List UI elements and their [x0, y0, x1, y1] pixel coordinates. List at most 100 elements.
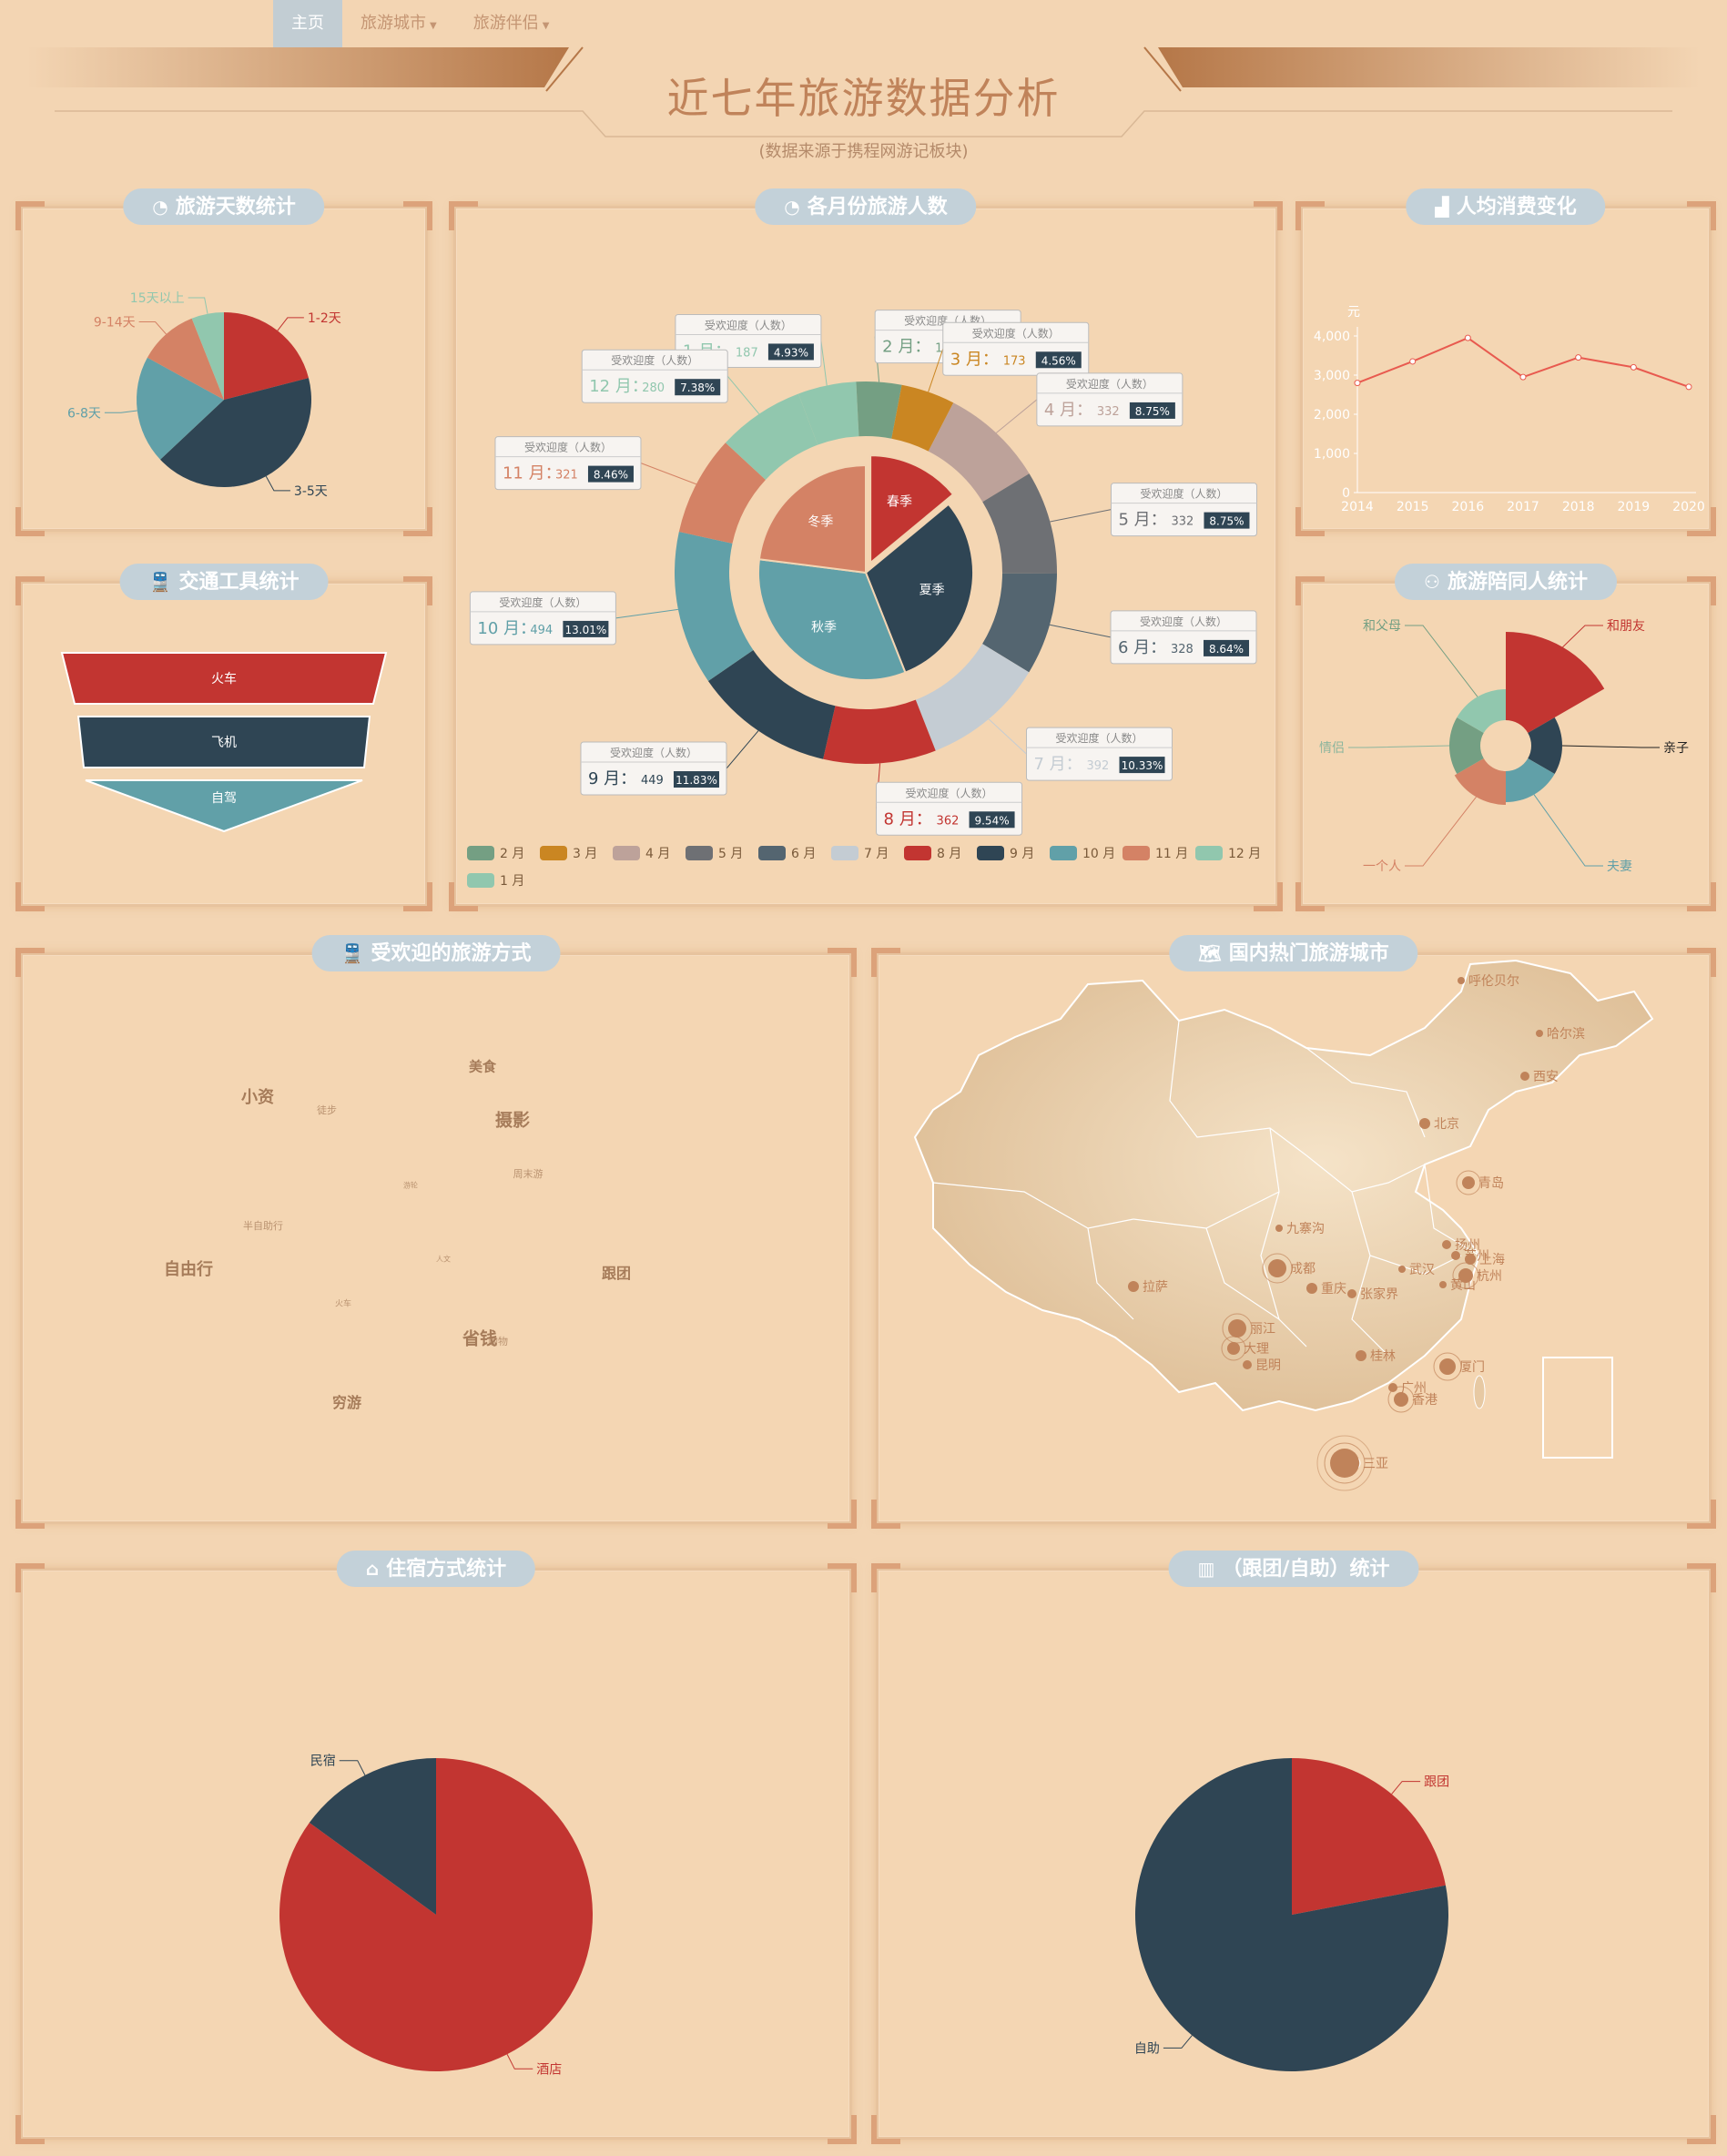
- city-dot: [1275, 1225, 1283, 1232]
- city-label: 昆明: [1255, 1358, 1281, 1373]
- transport-funnel-chart: 火车飞机自驾: [23, 584, 425, 904]
- city-dot: [1536, 1030, 1543, 1037]
- city-dot: [1347, 1289, 1356, 1298]
- days-pie-chart: 1-2天3-5天6-8天9-14天15天以上: [23, 208, 425, 529]
- slice-label: 和朋友: [1607, 619, 1645, 634]
- taiwan-island: [1474, 1376, 1485, 1409]
- tooltip-value: 328: [1171, 643, 1194, 656]
- tooltip-leader-line: [1050, 625, 1111, 637]
- label-leader-line: [105, 411, 137, 412]
- tooltip-month: 3 月：: [950, 350, 999, 369]
- tooltip-header: 受欢迎度（人数）: [705, 318, 792, 331]
- tooltip-percent: 9.54%: [974, 814, 1009, 827]
- word-cloud-word: 摄影: [495, 1107, 530, 1132]
- lodging-pie-chart: 酒店 民宿: [23, 1571, 849, 2137]
- city-label: 丽江: [1250, 1322, 1275, 1337]
- label-leader-line: [1392, 1782, 1420, 1795]
- legend-label: 10 月: [1082, 847, 1115, 861]
- city-dot: [1228, 1319, 1246, 1337]
- tooltip-value: 187: [736, 346, 758, 360]
- pie-icon: ◔: [152, 196, 168, 218]
- hotel-icon: ⌂: [366, 1558, 379, 1580]
- city-label: 北京: [1434, 1117, 1459, 1132]
- city-label: 大理: [1244, 1342, 1269, 1357]
- month-tooltip: 受欢迎度（人数）4 月： 332 8.75%: [1037, 373, 1183, 426]
- tooltip-header: 受欢迎度（人数）: [1140, 487, 1227, 501]
- city-label: 重庆: [1321, 1282, 1346, 1297]
- city-label: 九寨沟: [1286, 1221, 1325, 1236]
- slice-label: 9-14天: [94, 315, 136, 330]
- legend-label: 6 月: [791, 847, 816, 861]
- city-label: 青岛: [1478, 1176, 1504, 1191]
- tooltip-month: 2 月：: [882, 338, 930, 357]
- season-label: 冬季: [808, 515, 833, 530]
- city-dot: [1451, 1251, 1460, 1260]
- china-map-icon: 🗺: [1198, 942, 1221, 964]
- month-tooltip: 受欢迎度（人数）11 月：321 8.46%: [495, 437, 641, 490]
- y-tick-label: 1,000: [1314, 447, 1350, 462]
- slice-label: 3-5天: [294, 484, 328, 499]
- city-dot: [1442, 1240, 1451, 1249]
- month-donut-chart: 春季夏季秋季冬季受欢迎度（人数）1 月：1874.93%受欢迎度（人数）2 月：…: [456, 208, 1275, 904]
- city-label: 拉萨: [1143, 1280, 1168, 1295]
- slice-label: 情侣: [1319, 741, 1345, 756]
- label-leader-line: [139, 321, 167, 334]
- city-dot: [1227, 1342, 1240, 1355]
- spend-point: [1686, 384, 1691, 390]
- legend-label: 2 月: [500, 847, 524, 861]
- legend-label: 8 月: [937, 847, 961, 861]
- panel-tour-type: ▥ （跟团/自助）统计 跟团 自助: [876, 1568, 1712, 2140]
- south-sea-inset: [1543, 1358, 1612, 1458]
- tooltip-header: 受欢迎度（人数）: [524, 441, 612, 454]
- word-cloud-word: 游轮: [403, 1181, 418, 1191]
- label-leader-line: [1348, 746, 1449, 747]
- tooltip-month: 12 月：: [589, 377, 648, 396]
- funnel-label: 自驾: [211, 791, 237, 806]
- city-dot: [1243, 1360, 1252, 1369]
- city-dot: [1128, 1281, 1139, 1292]
- tooltip-value: 449: [641, 774, 664, 788]
- panel-monthly-visitors: ◔各月份旅游人数 春季夏季秋季冬季受欢迎度（人数）1 月：1874.93%受欢迎…: [453, 206, 1278, 907]
- legend-label: 5 月: [718, 847, 743, 861]
- label-leader-line: [278, 318, 304, 331]
- city-dot: [1462, 1176, 1475, 1189]
- funnel-label: 飞机: [211, 736, 237, 750]
- panel-companion: ⚇ 旅游陪同人统计 和朋友 亲子 夫妻 一个人 情侣 和父母: [1300, 581, 1712, 907]
- label-leader-line: [340, 1761, 365, 1775]
- tooltip-value: 280: [642, 381, 665, 395]
- spend-point: [1465, 335, 1470, 341]
- x-tick-label: 2017: [1507, 500, 1539, 514]
- tooltip-month: 8 月：: [884, 809, 932, 829]
- tooltip-leader-line: [996, 400, 1037, 433]
- panel-travel-days: ◔ 旅游天数统计 1-2天 3-5天 6-8天 9-14天 15天以上: [20, 206, 428, 532]
- word-cloud-word: 购物: [488, 1334, 508, 1348]
- month-tooltip: 受欢迎度（人数）3 月： 173 4.56%: [943, 322, 1089, 375]
- panel-hot-cities: 🗺 国内热门旅游城市 呼伦贝尔 哈尔滨 西安 北京 青岛 九寨沟 扬州 苏州 上海 杭州 武汉 成都 重庆…: [876, 952, 1712, 1524]
- tooltip-percent: 4.56%: [1041, 354, 1076, 367]
- tooltip-leader-line: [641, 463, 696, 484]
- word-cloud-word: 人文: [436, 1255, 451, 1265]
- panel-spending: ▟ 人均消费变化 元 0 1,000 2,000 3,000 4,000 2014 2015 20…: [1300, 206, 1712, 532]
- tooltip-percent: 8.75%: [1135, 405, 1170, 418]
- city-label: 香港: [1412, 1393, 1437, 1408]
- slice-label: 跟团: [1424, 1775, 1449, 1790]
- city-dot: [1458, 977, 1465, 984]
- tooltip-header: 受欢迎度（人数）: [610, 746, 697, 759]
- word-cloud-word: 半自助行: [243, 1218, 283, 1233]
- tooltip-value: 392: [1087, 759, 1110, 773]
- city-label: 上海: [1479, 1253, 1505, 1267]
- tooltip-percent: 7.38%: [680, 381, 715, 394]
- legend-label: 4 月: [645, 847, 670, 861]
- bar-chart-icon: ▥: [1198, 1558, 1215, 1580]
- tooltip-percent: 10.33%: [1122, 759, 1163, 772]
- pie-icon: ◔: [784, 196, 799, 218]
- city-label: 张家界: [1360, 1286, 1398, 1302]
- legend-label: 1 月: [500, 874, 524, 889]
- city-dot: [1330, 1449, 1359, 1478]
- label-leader-line: [188, 298, 208, 314]
- rose-slice: [1506, 632, 1604, 733]
- y-axis-unit: 元: [1347, 305, 1360, 320]
- word-cloud-word: 自由行: [164, 1256, 213, 1280]
- legend-label: 11 月: [1155, 847, 1188, 861]
- x-tick-label: 2019: [1618, 500, 1651, 514]
